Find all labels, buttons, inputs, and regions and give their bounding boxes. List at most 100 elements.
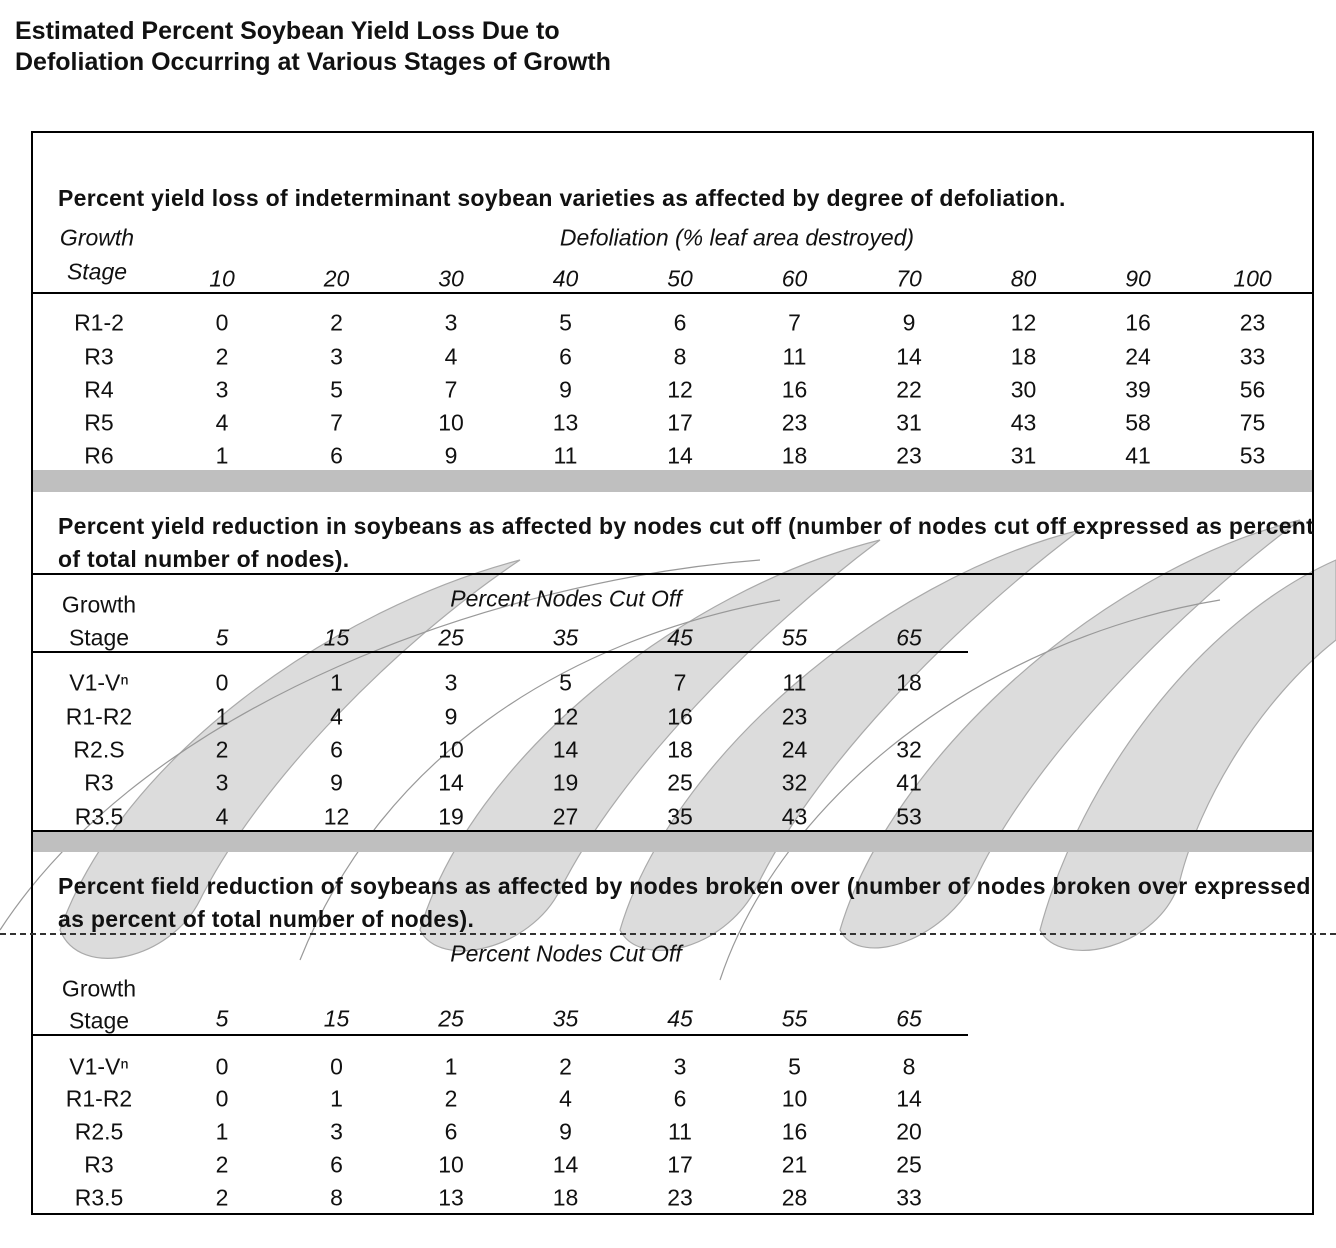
table-cell: 16 — [1125, 309, 1151, 336]
table-cell: 1 — [330, 1085, 343, 1112]
column-group-label: Percent Nodes Cut Off — [450, 940, 682, 967]
table-cell: 10 — [438, 736, 464, 763]
table-cell: 13 — [552, 409, 579, 436]
table-cell: 39 — [1125, 376, 1151, 403]
row-stage-label: V1-Vⁿ — [69, 669, 129, 696]
table-cell: 12 — [552, 703, 579, 730]
table-cell: 6 — [330, 1151, 343, 1178]
row-stage-label: R3.5 — [74, 803, 124, 830]
column-header: 10 — [209, 265, 235, 292]
table-cell: 53 — [896, 803, 922, 830]
table-cell: 18 — [1010, 343, 1037, 370]
table-cell: 2 — [215, 1151, 229, 1178]
column-header: 15 — [323, 624, 350, 651]
divider — [33, 1034, 968, 1036]
row-stage-label: V1-Vⁿ — [69, 1053, 129, 1080]
section-3-heading: Percent field reduction of soybeans as a… — [58, 873, 1311, 932]
table-cell: 4 — [215, 803, 229, 830]
table-cell: 5 — [330, 376, 343, 403]
table-cell: 25 — [667, 769, 693, 796]
table-cell: 27 — [552, 803, 579, 830]
table-cell: 8 — [902, 1053, 916, 1080]
table-cell: 6 — [673, 309, 687, 336]
table-cell: 3 — [215, 376, 229, 403]
table-cell: 9 — [559, 376, 572, 403]
table-cell: 33 — [1239, 343, 1266, 370]
row-stage-label: R1-R2 — [65, 1085, 133, 1112]
table-cell: 23 — [1239, 309, 1266, 336]
table-cell: 12 — [323, 803, 350, 830]
table-cell: 14 — [552, 1151, 579, 1178]
column-header: 50 — [667, 265, 693, 292]
column-header: 35 — [552, 1005, 579, 1032]
stage-label: Stage — [66, 258, 128, 285]
table-cell: 75 — [1239, 409, 1266, 436]
table-cell: 0 — [215, 669, 229, 696]
row-stage-label: R1-2 — [74, 309, 124, 336]
table-cell: 7 — [444, 376, 458, 403]
column-header: 70 — [896, 265, 922, 292]
table-cell: 25 — [896, 1151, 922, 1178]
table-cell: 2 — [559, 1053, 572, 1080]
table-cell: 21 — [781, 1151, 808, 1178]
table-cell: 18 — [896, 669, 922, 696]
table-cell: 32 — [896, 736, 922, 763]
table-cell: 43 — [1010, 409, 1037, 436]
table-cell: 3 — [673, 1053, 687, 1080]
table-cell: 3 — [215, 769, 229, 796]
table-cell: 16 — [781, 376, 808, 403]
growth-label: Growth — [61, 975, 137, 1002]
table-cell: 3 — [330, 1118, 343, 1145]
table-cell: 14 — [896, 343, 922, 370]
table-cell: 41 — [1125, 442, 1151, 469]
column-header: 5 — [215, 624, 229, 651]
stage-label: Stage — [68, 1007, 130, 1034]
table-cell: 16 — [781, 1118, 808, 1145]
table-cell: 3 — [444, 669, 458, 696]
table-cell: 53 — [1239, 442, 1266, 469]
table-cell: 11 — [782, 343, 807, 370]
column-header: 25 — [438, 1005, 464, 1032]
table-cell: 58 — [1125, 409, 1151, 436]
table-cell: 31 — [896, 409, 922, 436]
column-group-label: Percent Nodes Cut Off — [450, 585, 682, 612]
table-cell: 3 — [330, 343, 343, 370]
table-cell: 11 — [668, 1118, 692, 1145]
table-cell: 10 — [781, 1085, 808, 1112]
table-cell: 11 — [782, 669, 807, 696]
table-cell: 2 — [215, 1184, 229, 1211]
column-header: 65 — [896, 1005, 922, 1032]
table-cell: 3 — [444, 309, 458, 336]
table-cell: 6 — [673, 1085, 687, 1112]
growth-label: Growth — [59, 224, 135, 251]
column-group-label: Defoliation (% leaf area destroyed) — [559, 224, 915, 251]
table-cell: 6 — [444, 1118, 458, 1145]
table-cell: 18 — [667, 736, 693, 763]
separator-band — [33, 470, 1312, 492]
table-cell: 19 — [552, 769, 579, 796]
table-cell: 19 — [438, 803, 464, 830]
column-header: 90 — [1125, 265, 1151, 292]
row-stage-label: R3 — [84, 343, 114, 370]
table-cell: 5 — [788, 1053, 801, 1080]
table-cell: 9 — [444, 703, 458, 730]
table-cell: 23 — [896, 442, 922, 469]
row-stage-label: R3.5 — [74, 1184, 124, 1211]
table-cell: 7 — [673, 669, 687, 696]
table-cell: 4 — [215, 409, 229, 436]
table-cell: 9 — [902, 309, 916, 336]
column-header: 80 — [1010, 265, 1037, 292]
table-cell: 5 — [559, 669, 572, 696]
separator-band — [33, 832, 1312, 852]
table-cell: 24 — [1125, 343, 1151, 370]
table-cell: 0 — [215, 1085, 229, 1112]
column-header: 15 — [323, 1005, 350, 1032]
table-cell: 30 — [1010, 376, 1037, 403]
column-header: 20 — [323, 265, 350, 292]
table-cell: 35 — [667, 803, 693, 830]
page-title: Estimated Percent Soybean Yield Loss Due… — [15, 17, 611, 76]
divider — [33, 651, 968, 653]
table-cell: 7 — [330, 409, 343, 436]
table-cell: 31 — [1010, 442, 1037, 469]
column-header: 55 — [781, 1005, 808, 1032]
